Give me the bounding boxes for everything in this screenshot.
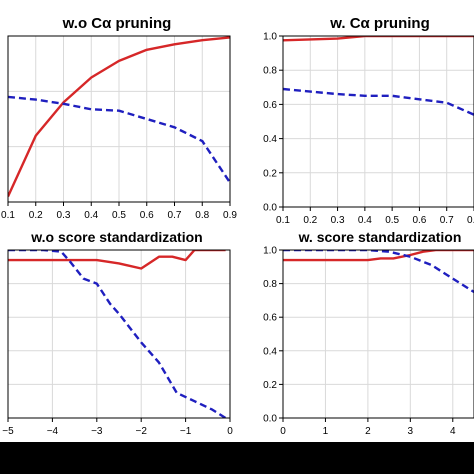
x-tick-label: 0	[280, 426, 286, 437]
x-tick-label: −2	[135, 426, 147, 437]
x-tick-label: −4	[47, 426, 59, 437]
y-tick-label: 0.6	[263, 100, 277, 111]
y-tick-label: 0.2	[263, 168, 277, 179]
x-tick-label: 0.5	[385, 215, 399, 226]
x-tick-label: 0.6	[412, 215, 426, 226]
x-tick-label: 4	[450, 426, 456, 437]
dashed-series-line	[8, 250, 227, 418]
y-tick-label: 0.2	[263, 380, 277, 391]
x-tick-label: 0.2	[29, 210, 43, 221]
panel-title: w.o Cα pruning	[62, 15, 172, 32]
plot-frame	[282, 35, 474, 208]
x-tick-label: 0.1	[276, 215, 290, 226]
plot-frame	[7, 249, 231, 419]
panel-title: w. score standardization	[298, 229, 462, 245]
x-tick-label: 0	[227, 426, 233, 437]
x-tick-label: 0.9	[223, 210, 237, 221]
y-tick-label: 1.0	[263, 32, 277, 43]
x-tick-label: −3	[91, 426, 103, 437]
y-tick-label: 0.8	[263, 66, 277, 77]
y-tick-label: 0.6	[263, 313, 277, 324]
x-tick-label: 0.3	[331, 215, 345, 226]
x-tick-label: 3	[408, 426, 414, 437]
panel-4: w. score standardization 0 1 2 3 4 0.0 0.2 0.4 0.…	[263, 229, 474, 437]
x-tick-label: −5	[2, 426, 14, 437]
x-axis-label: Cutoff	[215, 443, 265, 462]
x-tick-label: 0.4	[84, 210, 98, 221]
y-tick-label: 0.4	[263, 134, 277, 145]
x-tick-label: 0.8	[195, 210, 209, 221]
x-tick-label: 1	[323, 426, 329, 437]
dashed-series-line	[283, 87, 474, 116]
panel-3: w.o score standardization −5 −4 −3 −2 −1 0	[2, 229, 233, 437]
x-tick-label: 0.5	[112, 210, 126, 221]
solid-series-line	[8, 36, 230, 197]
plot-frame	[282, 249, 474, 419]
panel-title: w.o score standardization	[30, 229, 202, 245]
panel-title: w. Cα pruning	[329, 15, 430, 32]
plot-frame	[7, 35, 231, 203]
x-tick-label: 2	[365, 426, 371, 437]
solid-series-line	[283, 250, 474, 262]
x-tick-label: 0.6	[140, 210, 154, 221]
x-tick-label: −1	[180, 426, 192, 437]
y-tick-label: 1.0	[263, 246, 277, 257]
x-tick-label: 0.3	[57, 210, 71, 221]
dashed-series-line	[283, 250, 474, 294]
x-tick-label: 0.8	[467, 215, 474, 226]
x-tick-label: 0.7	[440, 215, 454, 226]
x-tick-label: 0.7	[168, 210, 182, 221]
solid-series-line	[8, 250, 226, 270]
x-tick-label: 0.1	[1, 210, 15, 221]
solid-series-line	[283, 36, 474, 42]
panel-2: w. Cα pruning 0.1 0.2 0.3 0.4 0.5 0.6 0.7 0.8 0.0…	[263, 15, 474, 226]
y-tick-label: 0.0	[263, 203, 277, 214]
y-tick-label: 0.8	[263, 279, 277, 290]
x-tick-label: 0.4	[358, 215, 372, 226]
y-tick-label: 0.4	[263, 346, 277, 357]
x-tick-label: 0.2	[303, 215, 317, 226]
dashed-series-line	[8, 95, 230, 184]
panel-1: w.o Cα pruning 0.1 0.2 0.3 0.4 0.5 0.6 0.7 0.8 0.…	[1, 15, 237, 221]
y-tick-label: 0.0	[263, 414, 277, 425]
